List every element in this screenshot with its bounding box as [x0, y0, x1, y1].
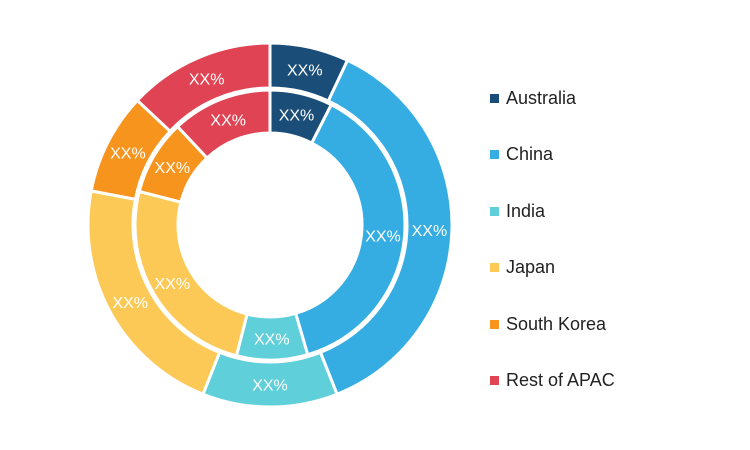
legend-swatch [490, 150, 499, 160]
outer-label-india: XX% [252, 378, 288, 395]
inner-label-japan: XX% [155, 276, 191, 293]
legend-swatch [490, 263, 499, 273]
legend-swatch [490, 376, 499, 386]
outer-label-china: XX% [412, 223, 448, 240]
legend-item-china[interactable]: China [490, 127, 615, 184]
outer-label-rest-of-apac: XX% [189, 72, 225, 89]
inner-label-china: XX% [365, 229, 401, 246]
outer-slice-china[interactable] [318, 58, 454, 397]
legend-label: Rest of APAC [506, 370, 615, 391]
legend-label: Japan [506, 257, 556, 278]
legend-swatch [490, 206, 499, 216]
inner-label-india: XX% [254, 331, 290, 348]
legend-item-rest-of-apac[interactable]: Rest of APAC [490, 353, 615, 410]
legend-item-india[interactable]: India [490, 183, 615, 240]
legend-swatch [490, 93, 499, 103]
legend-item-australia[interactable]: Australia [490, 70, 615, 127]
inner-slice-china[interactable] [293, 102, 407, 357]
legend-label: China [506, 144, 554, 165]
legend-label: Australia [506, 87, 577, 108]
legend: Australia China India Japan South Korea … [490, 70, 615, 409]
legend-item-japan[interactable]: Japan [490, 240, 615, 297]
donut-chart: XX% XX% XX% XX% XX% XX% XX% XX% XX% XX% XX% XX% [86, 41, 454, 409]
legend-label: South Korea [506, 313, 607, 334]
outer-label-south-korea: XX% [110, 146, 146, 163]
inner-label-south-korea: XX% [155, 160, 191, 177]
inner-slice-rest-of-apac[interactable] [175, 88, 272, 161]
inner-label-rest-of-apac: XX% [210, 112, 246, 129]
inner-label-australia: XX% [279, 108, 315, 125]
legend-swatch [490, 319, 499, 329]
outer-label-australia: XX% [287, 62, 323, 79]
outer-slice-rest-of-apac[interactable] [135, 41, 272, 134]
legend-label: India [506, 200, 546, 221]
legend-item-south-korea[interactable]: South Korea [490, 296, 615, 353]
outer-label-japan: XX% [112, 295, 148, 312]
